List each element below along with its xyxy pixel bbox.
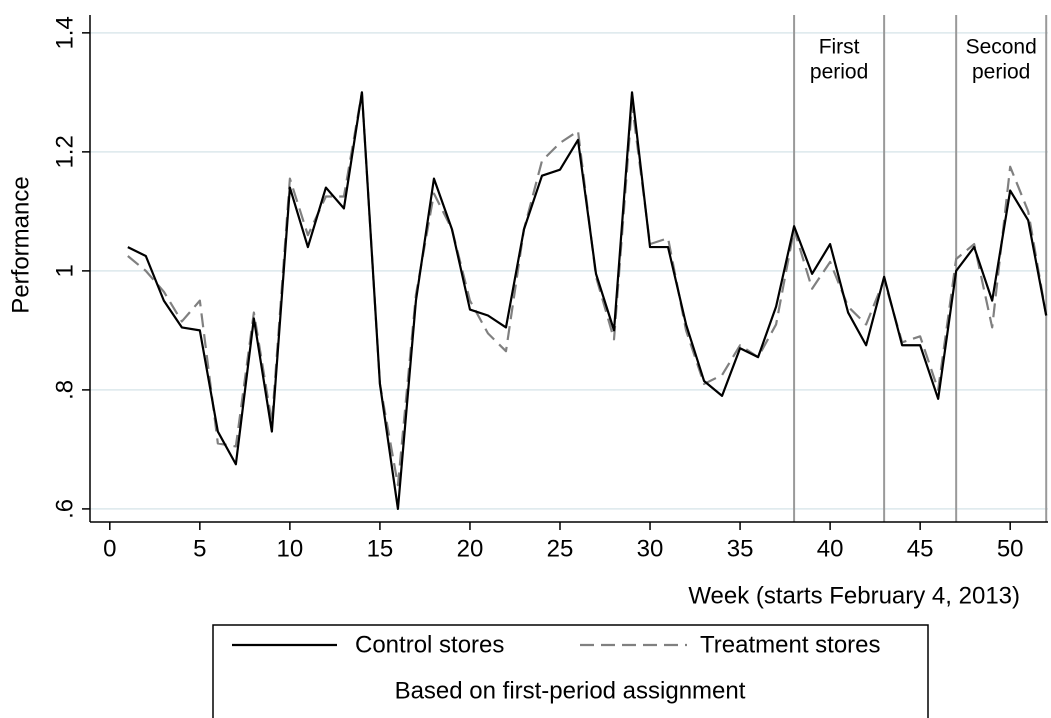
y-tick-label: .8 — [51, 380, 78, 400]
x-tick-label: 35 — [727, 535, 754, 562]
annotation: period — [972, 61, 1030, 84]
x-tick-label: 50 — [997, 535, 1024, 562]
x-tick-label: 15 — [367, 535, 394, 562]
y-tick-label: 1.2 — [51, 135, 78, 168]
annotation: period — [810, 61, 868, 84]
legend-label: Treatment stores — [700, 631, 881, 658]
x-tick-label: 25 — [547, 535, 574, 562]
legend-note: Based on first-period assignment — [395, 677, 746, 704]
x-axis-title: Week (starts February 4, 2013) — [688, 582, 1020, 609]
legend-label: Control stores — [355, 631, 504, 658]
legend-box — [212, 624, 929, 718]
y-tick-label: 1.4 — [51, 16, 78, 49]
y-axis-title: Performance — [7, 176, 34, 313]
annotation: First — [819, 36, 860, 59]
y-tick-label: 1 — [51, 264, 78, 277]
x-tick-label: 5 — [193, 535, 206, 562]
series-line — [127, 91, 1048, 511]
x-tick-label: 45 — [907, 535, 934, 562]
x-tick-label: 40 — [817, 535, 844, 562]
y-tick-label: .6 — [51, 499, 78, 519]
annotation: Second — [966, 36, 1037, 59]
x-tick-label: 10 — [277, 535, 304, 562]
x-tick-label: 20 — [457, 535, 484, 562]
x-tick-label: 0 — [103, 535, 116, 562]
x-tick-label: 30 — [637, 535, 664, 562]
